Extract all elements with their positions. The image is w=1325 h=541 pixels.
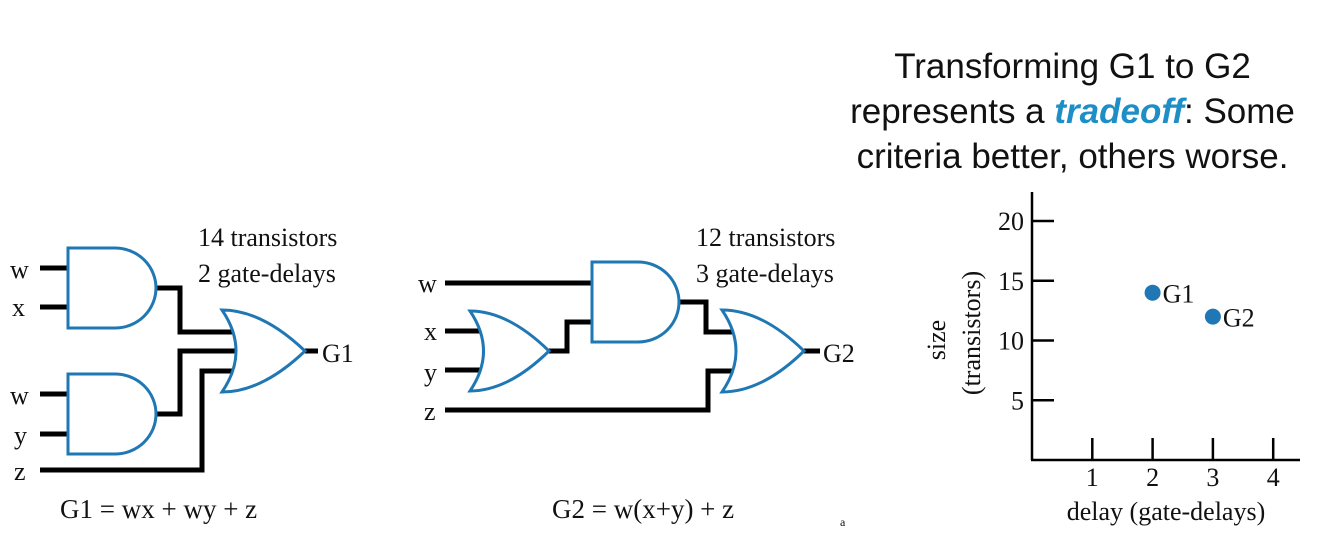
g2-wire-z — [445, 368, 738, 413]
stray-mark: a — [840, 515, 846, 529]
title-line-2: represents a tradeoff: Some — [820, 89, 1325, 134]
g2-circuit: w x y z G2 12 transistors 3 gate-delays … — [418, 223, 855, 524]
y-axis-label-line2: (transistors) — [957, 271, 986, 395]
title-line-1: Transforming G1 to G2 — [894, 47, 1251, 86]
g2-stat-transistors: 12 transistors — [696, 223, 835, 252]
g2-wire-and-out — [680, 299, 738, 335]
g1-input-label: w — [10, 255, 29, 284]
g1-wire-and2-out — [156, 348, 240, 417]
g1-or-gate — [219, 308, 308, 394]
g2-or-gate-2 — [719, 308, 807, 394]
g1-wire-z — [40, 368, 238, 473]
data-point-label: G1 — [1163, 280, 1195, 309]
tradeoff-highlight: tradeoff — [1054, 92, 1185, 131]
y-axis-label-line1: size — [922, 320, 951, 360]
g1-wire-and1-out — [156, 285, 236, 335]
g1-and-gate-1 — [66, 246, 158, 330]
x-tick-label: 4 — [1267, 463, 1280, 492]
g1-circuit: w x w y z G1 14 transistors 2 gate-delay… — [10, 223, 354, 524]
title-line-3: criteria better, others worse. — [856, 137, 1289, 176]
g2-input-label: w — [418, 269, 437, 298]
g1-output-label: G1 — [322, 339, 354, 368]
g1-stat-delays: 2 gate-delays — [198, 259, 336, 288]
g1-equation: G1 = wx + wy + z — [60, 494, 257, 524]
title-line-2-post: : Some — [1184, 92, 1295, 131]
x-tick-label: 3 — [1206, 463, 1219, 492]
title-block: Transforming G1 to G2 represents a trade… — [820, 44, 1325, 179]
g2-and-gate — [590, 260, 681, 344]
tradeoff-chart: delay (gate-delays) size (transistors) 1… — [922, 192, 1300, 526]
g2-output-label: G2 — [823, 339, 855, 368]
x-tick-label: 2 — [1146, 463, 1159, 492]
y-tick-label: 5 — [1011, 386, 1024, 415]
g2-input-label: y — [424, 358, 437, 387]
x-axis-label: delay (gate-delays) — [1067, 497, 1266, 526]
g1-input-label: w — [10, 381, 29, 410]
g2-equation: G2 = w(x+y) + z — [552, 494, 734, 524]
g1-input-label: x — [12, 293, 25, 322]
g1-input-label: z — [14, 457, 26, 486]
data-point-label: G2 — [1223, 304, 1255, 333]
y-tick-label: 20 — [998, 207, 1024, 236]
g2-input-label: z — [424, 397, 436, 426]
g1-input-label: y — [14, 421, 27, 450]
g2-wire-or1-out — [549, 319, 592, 354]
title-line-2-pre: represents a — [850, 92, 1055, 131]
g2-or-gate-1 — [467, 309, 552, 393]
x-tick-label: 1 — [1086, 463, 1099, 492]
g1-and-gate-2 — [66, 372, 158, 456]
g2-input-label: x — [424, 317, 437, 346]
y-tick-label: 10 — [998, 327, 1024, 356]
g1-stat-transistors: 14 transistors — [198, 223, 337, 252]
data-point-g1 — [1144, 284, 1161, 301]
y-tick-label: 15 — [998, 267, 1024, 296]
data-point-g2 — [1204, 308, 1221, 325]
g2-stat-delays: 3 gate-delays — [696, 259, 834, 288]
